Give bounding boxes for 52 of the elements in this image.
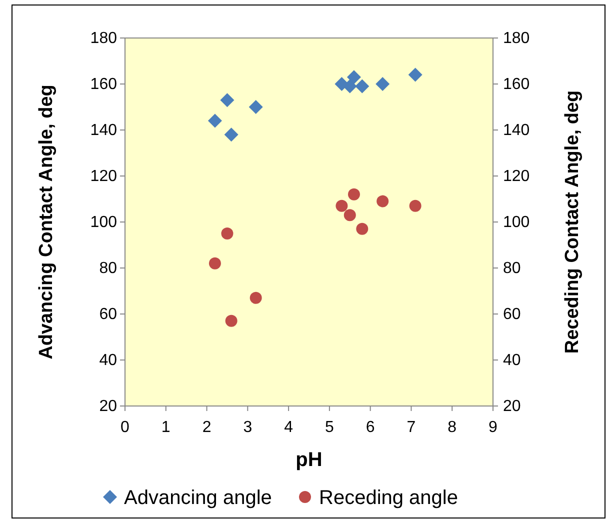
x-tick-label: 1 [161, 419, 170, 436]
y2-tick-label: 20 [503, 398, 521, 415]
point [346, 70, 361, 84]
x-tick-label: 7 [406, 419, 416, 436]
x-axis-title: pH [296, 449, 322, 471]
y-tick-label: 60 [99, 306, 118, 323]
point [376, 195, 389, 208]
y-tick-label: 140 [90, 122, 118, 139]
y2-tick-label: 80 [503, 260, 521, 277]
point [409, 200, 422, 212]
point [224, 128, 238, 142]
x-tick-label: 2 [202, 419, 212, 436]
y-tick-label: 120 [90, 168, 118, 185]
point [408, 68, 422, 82]
point [342, 79, 357, 94]
y2-tick-label: 180 [503, 30, 530, 47]
y-tick-label: 100 [90, 214, 118, 231]
point [250, 292, 262, 304]
y2-tick-label: 120 [503, 168, 530, 185]
point [336, 200, 348, 212]
point [248, 100, 263, 114]
y-tick-label: 80 [99, 260, 118, 277]
y2-tick-label: 40 [503, 352, 521, 369]
x-tick-label: 9 [488, 419, 498, 436]
point [355, 79, 370, 94]
y2-axis-title: Receding Contact Angle, deg [562, 90, 583, 354]
point [220, 93, 234, 108]
x-tick-label: 4 [284, 419, 294, 436]
x-tick-label: 8 [448, 419, 457, 436]
point [221, 228, 234, 240]
x-tick-label: 6 [366, 419, 375, 436]
point [225, 314, 238, 327]
point [356, 222, 368, 235]
x-tick-label: 0 [120, 419, 130, 436]
point [348, 188, 360, 200]
point [344, 209, 356, 222]
y2-tick-label: 100 [503, 214, 530, 231]
legend-label: Receding angle [319, 487, 458, 509]
point [208, 257, 221, 270]
y2-tick-label: 160 [503, 76, 530, 93]
y-tick-label: 180 [90, 30, 118, 47]
y-tick-label: 160 [90, 76, 118, 93]
y-tick-label: 40 [99, 352, 118, 369]
y2-tick-label: 60 [503, 306, 521, 323]
y-axis-title: Advancing Contact Angle, deg [36, 84, 57, 360]
legend-label: Advancing angle [124, 487, 272, 509]
point [208, 114, 222, 128]
y-tick-label: 20 [99, 398, 118, 415]
point [376, 77, 390, 91]
x-tick-label: 3 [243, 419, 252, 436]
y2-tick-label: 140 [503, 122, 530, 139]
x-tick-label: 5 [324, 419, 334, 436]
